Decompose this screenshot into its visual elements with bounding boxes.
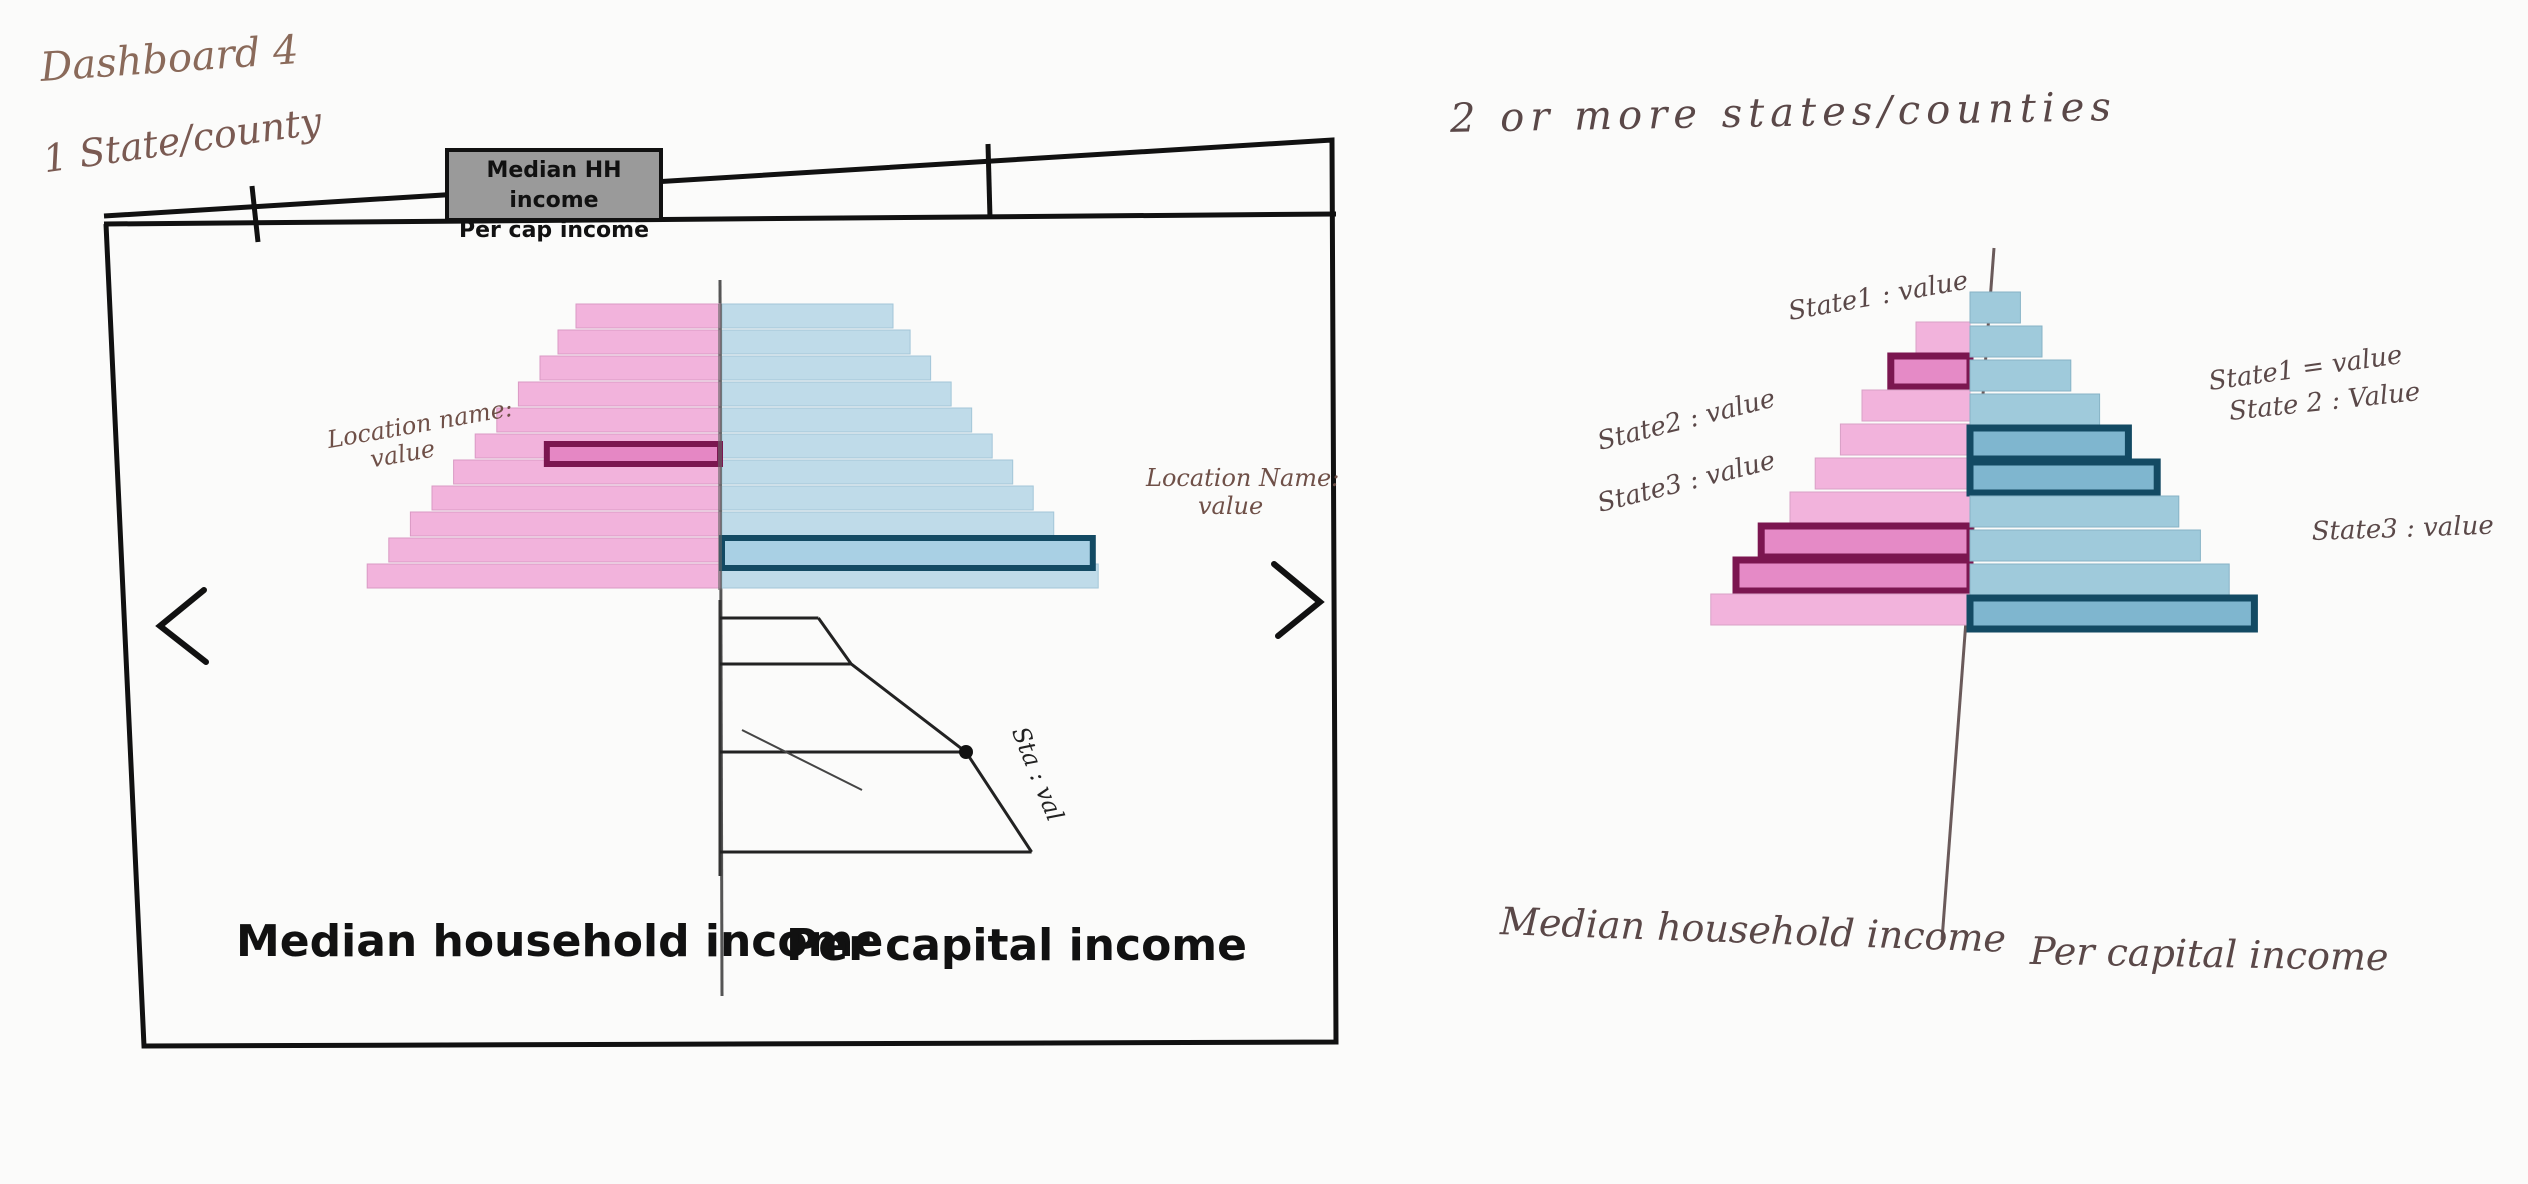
tab-label-line2: Per cap income	[458, 218, 650, 243]
multi-right-highlight-bar	[1966, 594, 2258, 633]
multi-right-bar	[1969, 291, 2021, 324]
right-bar	[721, 303, 894, 329]
axis-center	[718, 304, 722, 590]
tab-median-income[interactable]: Median HH income Per cap income	[445, 148, 663, 243]
multi-left-bar	[1814, 457, 1971, 490]
left-bar	[388, 537, 721, 563]
left-bar	[517, 381, 721, 407]
right-bar	[721, 329, 911, 355]
multi-right-bar	[1969, 529, 2201, 562]
left-bar	[366, 563, 721, 589]
chevron-left-icon[interactable]	[150, 584, 220, 674]
chevron-right-icon[interactable]	[1262, 556, 1332, 646]
line-chart	[718, 600, 1033, 876]
left-bar	[557, 329, 721, 355]
multi-label-state2-left: State2 : value	[1594, 384, 1778, 457]
right-bar	[721, 355, 932, 381]
left-bar	[431, 485, 721, 511]
dashboard-title: Dashboard 4	[38, 27, 300, 91]
right-axis-title: Per capital income	[786, 920, 1247, 971]
right-bar	[721, 407, 973, 433]
multi-left-bar	[1839, 423, 1971, 456]
right-bar	[721, 485, 1034, 511]
right-bar	[721, 511, 1055, 537]
multi-left-highlight-bar	[1887, 352, 1974, 391]
multi-left-highlight-bar	[1757, 522, 1974, 561]
right-bar	[721, 459, 1014, 485]
multi-right-bar	[1969, 495, 2180, 528]
multi-location-label: 2 or more states/counties	[1449, 84, 2118, 142]
left-bar	[409, 511, 721, 537]
multi-label-state1-left: State1 : value	[1786, 266, 1971, 327]
multi-right-bar	[1969, 563, 2230, 596]
left-axis-title: Median household income	[236, 916, 884, 967]
line-stroke	[741, 729, 863, 791]
multi-right-bar	[1969, 325, 2043, 358]
left-bar	[496, 407, 721, 433]
right-annotation-value: value	[1198, 492, 1264, 520]
multi-left-bar	[1861, 389, 1971, 422]
line-point-highlight	[959, 745, 973, 759]
single-pyramid-chart	[366, 279, 1099, 997]
multi-right-highlight-bar	[1966, 424, 2132, 463]
multi-right-highlight-bar	[1966, 458, 2161, 497]
left-bar	[539, 355, 721, 381]
multi-left-bar	[1915, 321, 1971, 354]
line-series	[817, 617, 1033, 853]
left-bar	[575, 303, 721, 329]
right-bar	[721, 381, 952, 407]
tab-divider	[249, 185, 261, 243]
multi-right-bar	[1969, 359, 2072, 392]
multi-left-bar	[1710, 593, 1971, 626]
right-highlight-bar	[719, 535, 1096, 571]
multi-label-state3-right: State3 : value	[2311, 511, 2494, 547]
right-annotation-name: Location Name:	[1146, 464, 1340, 492]
tab-bar-bottom	[103, 211, 1337, 227]
multi-right-axis-title: Per capital income	[2029, 928, 2389, 980]
tab-divider	[985, 143, 993, 219]
left-highlight-bar	[543, 441, 723, 467]
tab-label-line1: Median HH income	[486, 158, 622, 213]
multi-right-bar	[1969, 393, 2101, 426]
multi-label-state3-left: State3 : value	[1594, 446, 1778, 519]
multi-left-highlight-bar	[1732, 556, 1974, 595]
dashboard-frame	[103, 137, 1339, 1049]
multi-left-bar	[1789, 491, 1971, 524]
right-bar	[721, 433, 993, 459]
